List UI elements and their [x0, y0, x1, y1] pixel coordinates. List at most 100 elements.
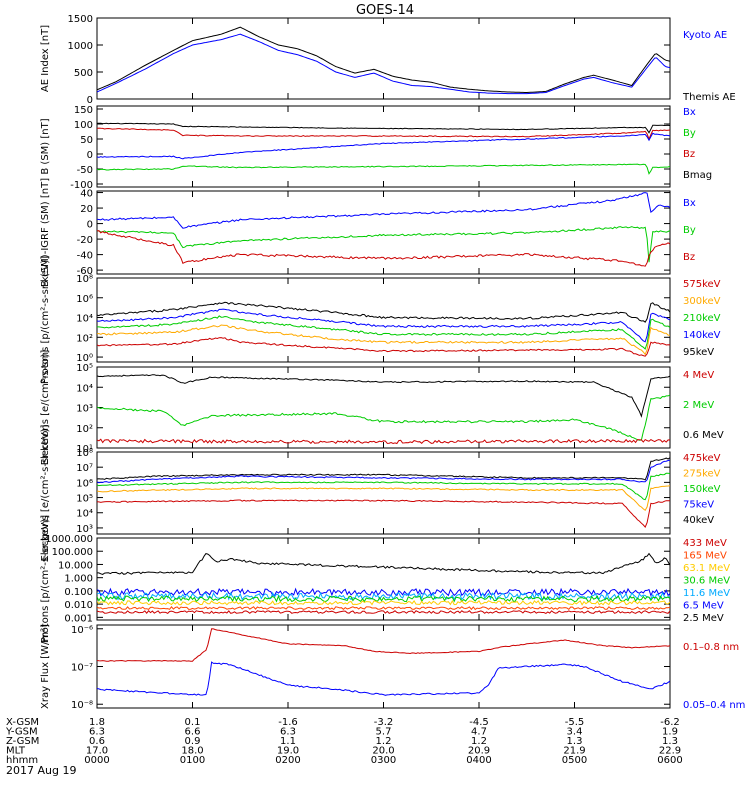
ephemeris-value: 0.6: [89, 736, 105, 747]
legend-entry: 300keV: [683, 296, 721, 307]
y-tick-label: 150: [74, 105, 93, 116]
series-line: [97, 457, 670, 481]
series-line: [97, 132, 670, 160]
legend-entry: 75keV: [683, 500, 714, 511]
ephemeris-value: 0400: [466, 755, 491, 766]
ephemeris-label: Z-GSM: [6, 736, 39, 747]
panel-7: 0.001 0.010 0.100 1.000 10.000 100.000 1000.00…: [40, 515, 730, 643]
y-tick-label: 500: [74, 68, 93, 79]
series-line: [97, 308, 670, 343]
series-line: [97, 552, 670, 575]
y-tick-label: 10⁷: [76, 463, 93, 474]
ephemeris-value: 0500: [562, 755, 587, 766]
legend-entry: 0.6 MeV: [683, 430, 724, 441]
panel-frame: [96, 451, 671, 535]
panel-8: 10⁻⁸ 10⁻⁷ 10⁻⁶ Xray Flux [W/m²] 0.1–0.8 nm 0.…: [40, 624, 745, 711]
series-line: [97, 485, 670, 512]
ephemeris-value: 1.2: [376, 736, 392, 747]
y-tick-label: 10¹: [76, 444, 93, 455]
y-tick-label: 10⁴: [76, 314, 93, 325]
ephemeris-value: 22.9: [659, 746, 681, 757]
legend-entry: 150keV: [683, 484, 721, 495]
ephemeris-table: X-GSM 1.8 0.1 -1.6 -3.2 -4.5 -5.5 -6.2 Y-GSM 6.3 6…: [5, 717, 683, 766]
y-axis-label: AE Index [nT]: [40, 25, 51, 92]
ephemeris-value: 6.3: [280, 727, 296, 738]
legend-entry: 30.6 MeV: [683, 576, 730, 587]
legend-entry: 275keV: [683, 469, 721, 480]
ephemeris-value: -5.5: [565, 717, 585, 728]
y-tick-label: 10²: [76, 333, 93, 344]
y-tick-label: 10⁻⁶: [71, 625, 93, 636]
panel-frame: [96, 190, 671, 275]
legend-entry: 4 MeV: [683, 370, 714, 381]
series-line: [97, 459, 670, 484]
y-tick-label: 10⁵: [76, 494, 93, 505]
ephemeris-value: 0200: [275, 755, 300, 766]
ephemeris-label: hhmm: [6, 755, 38, 766]
y-tick-label: -60: [77, 266, 93, 277]
y-tick-label: 0: [87, 150, 93, 161]
y-tick-label: 10⁴: [76, 383, 93, 394]
ephemeris-value: -3.2: [374, 717, 394, 728]
series-line: [97, 594, 670, 603]
panel-frame: [96, 277, 671, 363]
y-tick-label: 1.000: [64, 574, 93, 585]
ephemeris-value: 1.2: [471, 736, 487, 747]
date-label: 2017 Aug 19: [6, 764, 76, 777]
panel-frame: [96, 624, 671, 709]
series-line: [97, 438, 670, 445]
legend-entry: 0.05–0.4 nm: [683, 700, 745, 711]
y-axis-label: Protons [p/(cm²-s-sr-keV)]: [40, 515, 51, 643]
legend-entry: 0.1–0.8 nm: [683, 642, 739, 653]
y-tick-label: 10⁸: [76, 274, 93, 285]
ephemeris-value: 1.1: [280, 736, 296, 747]
y-axis-label: Electrons [e/(cm²-s-sr-keV)]: [40, 424, 51, 561]
y-tick-label: 10⁵: [76, 363, 93, 374]
series-line: [97, 499, 670, 529]
series-line: [97, 394, 670, 441]
series-line: [97, 324, 670, 356]
y-tick-label: 20: [80, 204, 93, 215]
series-line: [97, 127, 670, 141]
series-line: [97, 591, 670, 601]
panel-frame: [96, 105, 671, 188]
ephemeris-value: 1.8: [89, 717, 105, 728]
series-line: [97, 605, 670, 611]
legend-entry: 11.6 MeV: [683, 588, 730, 599]
legend-entry: 140keV: [683, 330, 721, 341]
legend-entry: Bz: [683, 252, 695, 263]
y-axis-label: Electrons [e/(cm²-s-sr)]: [40, 350, 51, 466]
ephemeris-value: 1.3: [662, 736, 678, 747]
legend-entry: 2 MeV: [683, 400, 714, 411]
ephemeris-label: Y-GSM: [5, 727, 38, 738]
plot-title: GOES-14: [356, 3, 414, 18]
series-line: [97, 26, 670, 93]
legend-entry: Themis AE: [682, 92, 736, 103]
series-line: [97, 192, 670, 229]
y-tick-label: 10³: [76, 404, 93, 415]
y-tick-label: 100.000: [52, 547, 93, 558]
ephemeris-value: 0.9: [185, 736, 201, 747]
ephemeris-value: 17.0: [86, 746, 108, 757]
ephemeris-value: 1.3: [567, 736, 583, 747]
y-tick-label: 10⁻⁸: [71, 700, 93, 711]
ephemeris-label: MLT: [6, 746, 26, 757]
panel-4: 10⁰ 10² 10⁴ 10⁶ 10⁸ Protons [p/(cm²-s-sr-keV)…: [40, 256, 721, 384]
y-tick-label: 10⁻⁷: [71, 663, 93, 674]
series-line: [97, 122, 670, 134]
series-line: [97, 230, 670, 267]
ephemeris-value: 0300: [371, 755, 396, 766]
ephemeris-value: 19.0: [277, 746, 299, 757]
legend-entry: 40keV: [683, 515, 714, 526]
ephemeris-value: 21.9: [563, 746, 585, 757]
y-tick-label: 10⁸: [76, 448, 93, 459]
series-line: [97, 163, 670, 175]
y-tick-label: 10⁰: [76, 353, 93, 364]
legend-entry: 6.5 MeV: [683, 601, 724, 612]
legend-entry: 2.5 MeV: [683, 613, 724, 624]
y-axis-label: B (SM) [nT]: [40, 118, 51, 174]
y-tick-label: 100: [74, 120, 93, 131]
y-tick-label: 40: [80, 189, 93, 200]
